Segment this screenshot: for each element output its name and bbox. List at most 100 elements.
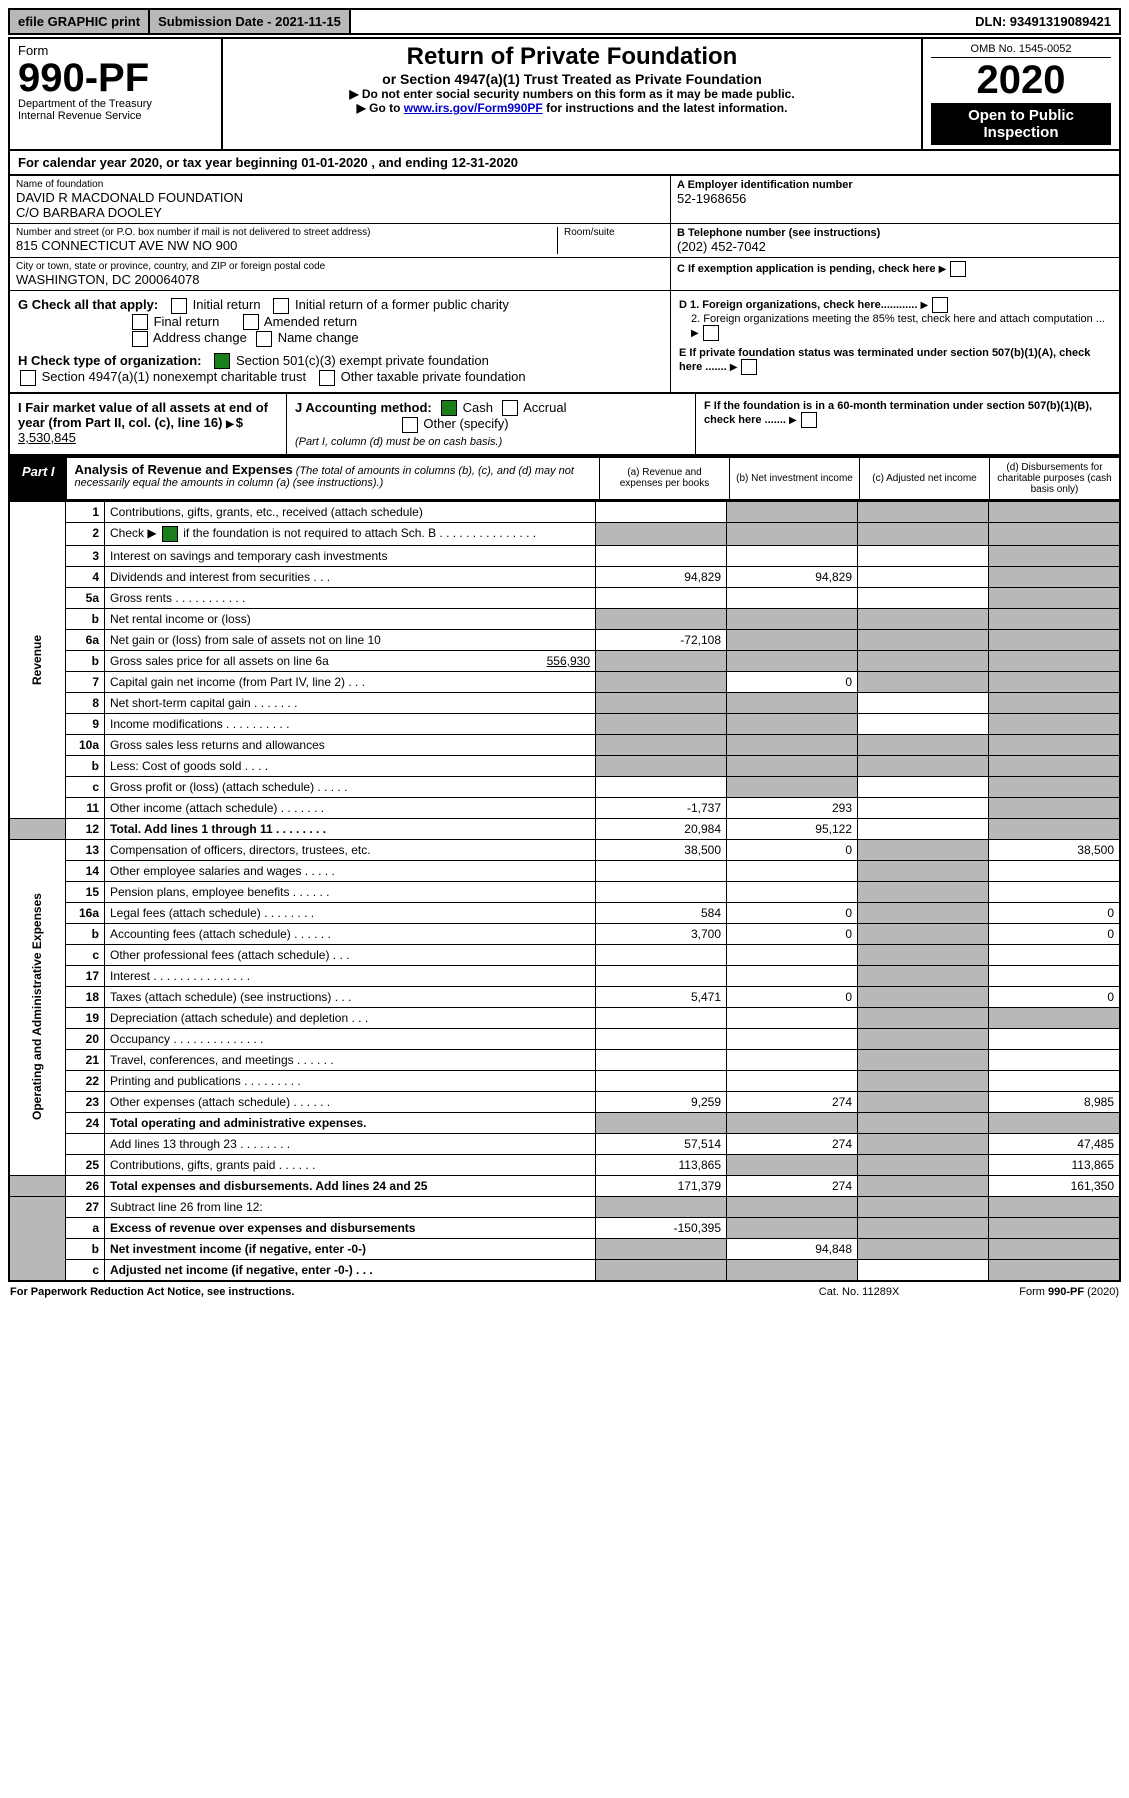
form-subtitle: or Section 4947(a)(1) Trust Treated as P…: [231, 71, 913, 87]
table-row: 27Subtract line 26 from line 12:: [9, 1196, 1120, 1217]
j-other-checkbox[interactable]: [402, 417, 418, 433]
table-row: 23Other expenses (attach schedule) . . .…: [9, 1091, 1120, 1112]
expenses-label: Operating and Administrative Expenses: [9, 839, 66, 1175]
table-row: aExcess of revenue over expenses and dis…: [9, 1217, 1120, 1238]
d2-label: 2. Foreign organizations meeting the 85%…: [691, 313, 1105, 325]
h-other-checkbox[interactable]: [319, 370, 335, 386]
note-link: ▶ Go to www.irs.gov/Form990PF for instru…: [231, 101, 913, 115]
c-checkbox[interactable]: [950, 261, 966, 277]
i-value: 3,530,845: [18, 430, 76, 445]
table-row: Add lines 13 through 23 . . . . . . . . …: [9, 1133, 1120, 1154]
table-row: Revenue 1Contributions, gifts, grants, e…: [9, 501, 1120, 522]
foundation-careof: C/O BARBARA DOOLEY: [16, 205, 664, 220]
foundation-name: DAVID R MACDONALD FOUNDATION: [16, 190, 664, 205]
part1-table: Revenue 1Contributions, gifts, grants, e…: [8, 501, 1121, 1282]
g-initial-checkbox[interactable]: [171, 298, 187, 314]
phone-value: (202) 452-7042: [677, 239, 1113, 254]
name-label: Name of foundation: [16, 179, 664, 190]
phone-label: B Telephone number (see instructions): [677, 227, 1113, 239]
table-row: 3Interest on savings and temporary cash …: [9, 545, 1120, 566]
table-row: 25Contributions, gifts, grants paid . . …: [9, 1154, 1120, 1175]
footer-form: Form 990-PF (2020): [1019, 1286, 1119, 1298]
col-c-header: (c) Adjusted net income: [859, 458, 989, 499]
j-note: (Part I, column (d) must be on cash basi…: [295, 436, 502, 448]
form-number: 990-PF: [18, 58, 213, 98]
table-row: 7Capital gain net income (from Part IV, …: [9, 671, 1120, 692]
tax-year: 2020: [931, 58, 1111, 103]
ij-row: I Fair market value of all assets at end…: [8, 394, 1121, 456]
j-accrual-checkbox[interactable]: [502, 400, 518, 416]
c-label: C If exemption application is pending, c…: [677, 263, 936, 275]
table-row: 19Depreciation (attach schedule) and dep…: [9, 1007, 1120, 1028]
address-label: Number and street (or P.O. box number if…: [16, 227, 557, 238]
table-row: 9Income modifications . . . . . . . . . …: [9, 713, 1120, 734]
footer-catno: Cat. No. 11289X: [819, 1286, 900, 1298]
col-d-header: (d) Disbursements for charitable purpose…: [989, 458, 1119, 499]
dln: DLN: 93491319089421: [967, 10, 1119, 33]
table-row: 6aNet gain or (loss) from sale of assets…: [9, 629, 1120, 650]
revenue-label: Revenue: [9, 501, 66, 818]
page-footer: For Paperwork Reduction Act Notice, see …: [8, 1282, 1121, 1302]
g-amended-checkbox[interactable]: [243, 314, 259, 330]
address-value: 815 CONNECTICUT AVE NW NO 900: [16, 238, 557, 253]
footer-left: For Paperwork Reduction Act Notice, see …: [10, 1286, 294, 1298]
table-row: 2 Check ▶ if the foundation is not requi…: [9, 522, 1120, 545]
entity-info: Name of foundation DAVID R MACDONALD FOU…: [8, 176, 1121, 291]
g-initial-former-checkbox[interactable]: [273, 298, 289, 314]
table-row: bAccounting fees (attach schedule) . . .…: [9, 923, 1120, 944]
table-row: cAdjusted net income (if negative, enter…: [9, 1259, 1120, 1281]
j-label: J Accounting method:: [295, 400, 432, 415]
g-final-checkbox[interactable]: [132, 314, 148, 330]
j-cash-checkbox[interactable]: [441, 400, 457, 416]
table-row: cGross profit or (loss) (attach schedule…: [9, 776, 1120, 797]
ein-label: A Employer identification number: [677, 179, 1113, 191]
form-title: Return of Private Foundation: [231, 43, 913, 71]
table-row: cOther professional fees (attach schedul…: [9, 944, 1120, 965]
e-checkbox[interactable]: [741, 359, 757, 375]
f-checkbox[interactable]: [801, 412, 817, 428]
top-bar: efile GRAPHIC print Submission Date - 20…: [8, 8, 1121, 35]
g-name-checkbox[interactable]: [256, 331, 272, 347]
dept-label: Department of the Treasury: [18, 98, 213, 110]
calendar-year-row: For calendar year 2020, or tax year begi…: [8, 149, 1121, 176]
h-row: H Check type of organization: Section 50…: [18, 353, 662, 370]
table-row: 26Total expenses and disbursements. Add …: [9, 1175, 1120, 1196]
table-row: 21Travel, conferences, and meetings . . …: [9, 1049, 1120, 1070]
d1-checkbox[interactable]: [932, 297, 948, 313]
table-row: 8Net short-term capital gain . . . . . .…: [9, 692, 1120, 713]
g-address-checkbox[interactable]: [132, 331, 148, 347]
table-row: 10aGross sales less returns and allowanc…: [9, 734, 1120, 755]
note-ssn: ▶ Do not enter social security numbers o…: [231, 87, 913, 101]
submission-date: Submission Date - 2021-11-15: [150, 10, 351, 33]
col-b-header: (b) Net investment income: [729, 458, 859, 499]
efile-label[interactable]: efile GRAPHIC print: [10, 10, 150, 33]
table-row: 16aLegal fees (attach schedule) . . . . …: [9, 902, 1120, 923]
table-row: 15Pension plans, employee benefits . . .…: [9, 881, 1120, 902]
open-public-badge: Open to Public Inspection: [931, 103, 1111, 145]
table-row: 4Dividends and interest from securities …: [9, 566, 1120, 587]
table-row: bLess: Cost of goods sold . . . .: [9, 755, 1120, 776]
table-row: b Gross sales price for all assets on li…: [9, 650, 1120, 671]
part1-label: Part I: [10, 458, 67, 499]
table-row: 12Total. Add lines 1 through 11 . . . . …: [9, 818, 1120, 839]
table-row: 20Occupancy . . . . . . . . . . . . . .: [9, 1028, 1120, 1049]
form-header: Form 990-PF Department of the Treasury I…: [8, 37, 1121, 149]
form990pf-link[interactable]: www.irs.gov/Form990PF: [404, 101, 543, 115]
part1-header: Part I Analysis of Revenue and Expenses …: [8, 456, 1121, 501]
room-label: Room/suite: [564, 227, 664, 238]
table-row: 18Taxes (attach schedule) (see instructi…: [9, 986, 1120, 1007]
h-4947-checkbox[interactable]: [20, 370, 36, 386]
h-501c3-checkbox[interactable]: [214, 353, 230, 369]
d2-checkbox[interactable]: [703, 325, 719, 341]
f-label: F If the foundation is in a 60-month ter…: [704, 400, 1092, 426]
table-row: 11Other income (attach schedule) . . . .…: [9, 797, 1120, 818]
city-value: WASHINGTON, DC 200064078: [16, 272, 664, 287]
table-row: Operating and Administrative Expenses 13…: [9, 839, 1120, 860]
schb-checkbox[interactable]: [162, 526, 178, 542]
col-a-header: (a) Revenue and expenses per books: [599, 458, 729, 499]
g-row: G Check all that apply: Initial return I…: [18, 297, 662, 314]
table-row: 5aGross rents . . . . . . . . . . .: [9, 587, 1120, 608]
omb-number: OMB No. 1545-0052: [931, 43, 1111, 58]
part1-title: Analysis of Revenue and Expenses: [75, 462, 293, 477]
ein-value: 52-1968656: [677, 191, 1113, 206]
